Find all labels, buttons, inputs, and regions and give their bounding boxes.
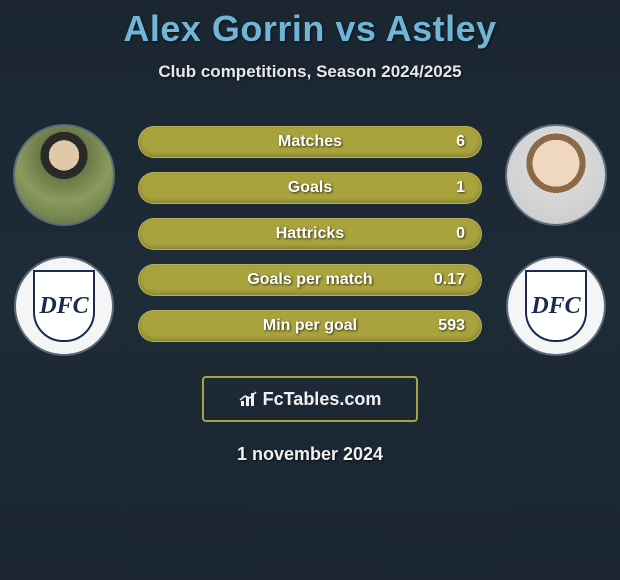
stat-value: 0.17 xyxy=(434,271,465,289)
page-subtitle: Club competitions, Season 2024/2025 xyxy=(0,62,620,82)
brand-box: FcTables.com xyxy=(202,376,418,422)
stat-bar: Hattricks 0 xyxy=(138,218,482,250)
stat-label: Goals xyxy=(288,179,332,197)
stat-bar: Goals per match 0.17 xyxy=(138,264,482,296)
stats-bars: Matches 6 Goals 1 Hattricks 0 Goals per … xyxy=(120,124,500,342)
player-avatar-left xyxy=(13,124,115,226)
stat-bar: Min per goal 593 xyxy=(138,310,482,342)
club-shield-icon: DFC xyxy=(525,270,587,342)
brand-label: FcTables.com xyxy=(263,389,382,410)
club-shield-icon: DFC xyxy=(33,270,95,342)
stat-bar: Goals 1 xyxy=(138,172,482,204)
stat-value: 6 xyxy=(456,133,465,151)
stat-label: Min per goal xyxy=(263,317,357,335)
page-title: Alex Gorrin vs Astley xyxy=(0,8,620,50)
stat-label: Goals per match xyxy=(247,271,372,289)
stat-value: 0 xyxy=(456,225,465,243)
player-avatar-right xyxy=(505,124,607,226)
stat-bar: Matches 6 xyxy=(138,126,482,158)
club-badge-left: DFC xyxy=(14,256,114,356)
right-side: DFC xyxy=(500,124,612,356)
stat-value: 593 xyxy=(438,317,465,335)
club-badge-right: DFC xyxy=(506,256,606,356)
left-side: DFC xyxy=(8,124,120,356)
stat-label: Matches xyxy=(278,133,342,151)
date-label: 1 november 2024 xyxy=(0,444,620,465)
comparison-card: Alex Gorrin vs Astley Club competitions,… xyxy=(0,0,620,465)
chart-icon xyxy=(239,391,259,407)
content-row: DFC Matches 6 Goals 1 Hattricks 0 Goals … xyxy=(0,124,620,356)
stat-value: 1 xyxy=(456,179,465,197)
stat-label: Hattricks xyxy=(276,225,344,243)
